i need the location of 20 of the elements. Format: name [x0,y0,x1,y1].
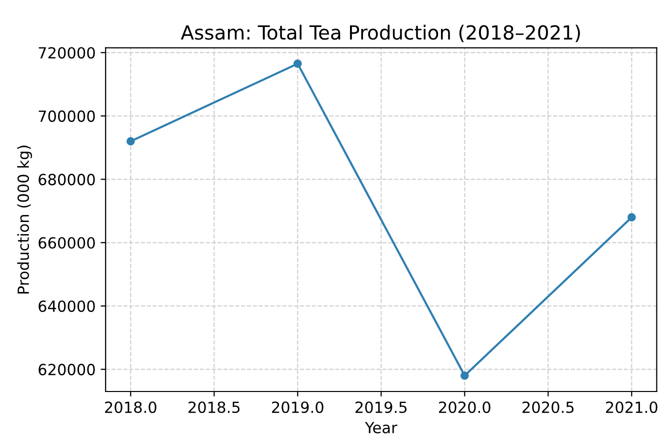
x-tick-label: 2018.5 [188,401,240,414]
x-tick-label: 2020.5 [522,401,574,414]
y-tick-label: 680000 [38,174,95,186]
y-tick-label: 720000 [38,47,95,59]
y-tick-label: 660000 [38,237,95,249]
y-tick-label: 620000 [38,364,95,376]
x-axis-title: Year [364,422,398,434]
point [627,213,636,222]
x-tick-label: 2021.0 [606,401,658,414]
point [293,60,302,68]
chart-title: Assam: Total Tea Production (2018–2021) [180,24,580,42]
x-tick-label: 2020.0 [439,401,490,414]
y-axis-title: Production (000 kg) [17,146,32,294]
x-tick-label: 2019.5 [356,401,407,414]
x-tick-label: 2018.0 [105,401,156,414]
y-tick-label: 700000 [38,110,95,122]
point [460,371,469,380]
point [126,137,135,146]
x-tick-label: 2019.0 [272,401,324,414]
y-tick-label: 640000 [38,300,95,312]
